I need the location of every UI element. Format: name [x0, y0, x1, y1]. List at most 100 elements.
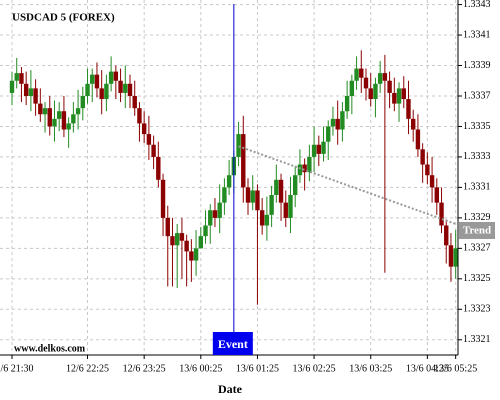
candle-body	[118, 80, 123, 93]
candle-body	[264, 214, 270, 226]
candle-body	[392, 92, 397, 104]
candle-body	[28, 88, 34, 96]
candle-body	[137, 108, 142, 124]
candle-body	[156, 156, 161, 180]
candle-body	[255, 190, 260, 211]
candle-body	[411, 118, 416, 130]
candle-body	[57, 111, 62, 119]
candle-body	[193, 248, 199, 261]
candle-body	[99, 88, 104, 100]
candle-body	[108, 71, 114, 84]
candle-body	[132, 95, 137, 109]
candle-body	[160, 179, 166, 218]
candle-body	[340, 111, 345, 130]
candle-body	[382, 73, 388, 81]
candle-body	[170, 236, 175, 246]
x-tick-label: 12/6 23:25	[123, 363, 166, 374]
candle-body	[212, 210, 218, 218]
candle-body	[47, 108, 52, 127]
candle-body	[354, 68, 359, 81]
candles	[9, 50, 458, 305]
candle-body	[259, 210, 265, 226]
candle-body	[23, 83, 29, 96]
candle-body	[377, 73, 383, 84]
candle-body	[269, 195, 274, 215]
candle-body	[222, 187, 227, 203]
candle-body	[359, 68, 364, 78]
x-tick-label: 13/6 03:25	[349, 363, 392, 374]
candle-body	[420, 149, 425, 165]
candle-body	[283, 202, 288, 218]
y-tick-label: 1.3335	[463, 121, 491, 132]
candle-body	[19, 73, 24, 84]
candle-body	[373, 83, 378, 100]
x-tick-label: 12/6 21:30	[0, 363, 34, 374]
candle-body	[226, 175, 232, 188]
candle-body	[71, 114, 76, 124]
trend-label-box	[459, 221, 495, 239]
y-tick-label: 1.3329	[463, 212, 491, 223]
source: www.delkos.com	[14, 343, 86, 354]
candle-body	[448, 245, 454, 267]
candle-body	[198, 236, 203, 249]
candle-body	[363, 77, 369, 89]
candle-body	[344, 95, 350, 112]
event-box	[212, 332, 253, 355]
candle-body	[302, 164, 307, 173]
candle-body	[434, 187, 439, 203]
candle-body	[349, 80, 355, 96]
event-label: Event	[218, 337, 248, 351]
y-tick-label: 1.3339	[463, 60, 491, 71]
trend-label: Trend	[463, 225, 491, 237]
candle-body	[85, 83, 90, 96]
candle-body	[14, 73, 19, 81]
candle-body	[208, 210, 213, 226]
candle-body	[288, 195, 293, 218]
candle-body	[104, 83, 109, 100]
candle-body	[146, 134, 152, 145]
candle-body	[415, 129, 421, 150]
chart-title: USDCAD 5 (FOREX)	[12, 12, 115, 24]
x-tick-label: 12/6 22:25	[66, 363, 109, 374]
candle-body	[278, 179, 284, 203]
candle-body	[184, 240, 189, 252]
candle-body	[33, 88, 38, 104]
candle-body	[245, 187, 251, 203]
candle-body	[241, 134, 246, 188]
candle-body	[297, 164, 303, 176]
candle-body	[66, 123, 71, 130]
y-tick-label: 1.3321	[463, 334, 491, 345]
candle-body	[80, 95, 85, 109]
candle-body	[42, 108, 48, 115]
y-tick-label: 1.3331	[463, 182, 491, 193]
candle-body	[316, 144, 321, 154]
candle-body	[368, 88, 373, 100]
candle-body	[203, 225, 208, 237]
candle-body	[127, 83, 133, 96]
candle-body	[326, 126, 331, 142]
candle-body	[75, 108, 81, 115]
candle-body	[307, 156, 312, 173]
candle-body	[179, 233, 185, 241]
y-tick-label: 1.3327	[463, 243, 491, 254]
x-axis-title: Date	[218, 382, 243, 396]
candle-body	[175, 233, 180, 246]
candle-body	[217, 202, 222, 218]
candle-body	[425, 164, 430, 176]
y-tick-label: 1.3323	[463, 304, 491, 315]
candle-body	[335, 118, 340, 130]
candle-body	[38, 103, 43, 115]
candle-body	[113, 71, 119, 81]
candle-body	[165, 217, 170, 237]
candle-body	[61, 111, 67, 130]
y-tick-label: 1.3343	[463, 0, 491, 10]
candle-body	[94, 74, 100, 89]
trend-line	[238, 145, 457, 225]
candle-body	[401, 88, 406, 100]
candle-body	[151, 144, 156, 157]
y-tick-label: 1.3325	[463, 273, 491, 284]
candle-body	[189, 251, 194, 261]
candle-body	[453, 248, 458, 267]
